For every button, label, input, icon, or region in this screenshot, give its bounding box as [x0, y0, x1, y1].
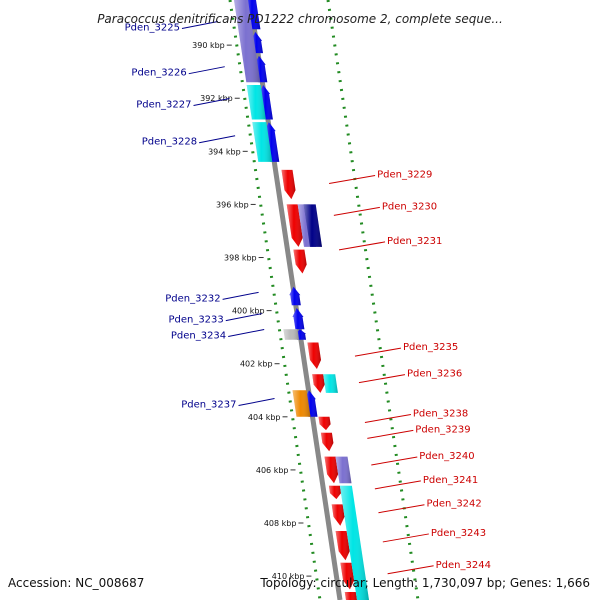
gene-label-leader: [238, 398, 275, 407]
gene-label[interactable]: Pden_3232: [165, 293, 220, 304]
kbp-tick-label: 404 kbp: [248, 413, 281, 422]
gc-track-left: [228, 0, 322, 600]
gene-label[interactable]: Pden_3229: [377, 170, 432, 181]
feature-shade-14: [281, 169, 296, 200]
feature-shade-18: [303, 204, 322, 247]
gene-label-leader: [188, 66, 225, 75]
gene-label[interactable]: Pden_3226: [131, 68, 186, 79]
feature-shade-21: [323, 374, 338, 393]
feature-shade-5: [234, 0, 261, 83]
gene-label[interactable]: Pden_3240: [419, 451, 474, 462]
gene-label-leader: [371, 456, 418, 466]
gene-label[interactable]: Pden_3230: [382, 201, 437, 212]
gene-label-leader: [367, 429, 414, 439]
gene-label-leader: [378, 504, 425, 514]
feature-shade-20: [312, 374, 325, 393]
feature-shade-26: [331, 504, 345, 526]
gene-label-leader: [222, 291, 259, 300]
feature-shade-25: [328, 485, 341, 500]
kbp-tick-label: 402 kbp: [240, 360, 273, 369]
feature-shade-19: [307, 342, 321, 369]
feature-shade-28: [340, 562, 355, 590]
gene-label-leader: [338, 241, 386, 251]
gene-label-leader: [333, 206, 380, 216]
gene-labels-group: Pden_3225 Pden_3226 Pden_3227 Pden_3228 Pden…: [125, 21, 491, 575]
kbp-tick-label: 392 kbp: [200, 94, 233, 103]
gene-label[interactable]: Pden_3243: [431, 528, 486, 539]
gene-label[interactable]: Pden_3236: [407, 369, 462, 380]
feature-shade-30: [335, 456, 352, 484]
gene-label[interactable]: Pden_3241: [423, 475, 478, 486]
gene-label[interactable]: Pden_3242: [426, 499, 481, 510]
kbp-tick-label: 396 kbp: [216, 200, 249, 209]
gene-label-leader: [225, 313, 262, 322]
gene-label[interactable]: Pden_3228: [142, 137, 197, 148]
feature-shade-9: [292, 308, 305, 330]
gene-label-leader: [181, 21, 219, 30]
gc-dot-tracks: [228, 0, 420, 600]
feature-shade-13: [292, 390, 311, 417]
gene-label[interactable]: Pden_3233: [168, 315, 223, 326]
map-title: Paracoccus denitrificans PD1222 chromoso…: [97, 12, 503, 26]
kbp-ticks-group: 390 kbp 392 kbp 394 kbp 396 kbp 398 kbp 400 k…: [192, 41, 312, 581]
gene-label[interactable]: Pden_3225: [125, 23, 180, 34]
feature-shade-15: [286, 204, 303, 247]
feature-shade-8: [289, 286, 301, 306]
accession-text: Accession: NC_008687: [8, 576, 144, 590]
kbp-tick-label: 398 kbp: [224, 254, 257, 263]
gc-track-right: [326, 0, 420, 600]
feature-shade-27: [335, 531, 350, 561]
gene-label-leader: [364, 413, 412, 423]
gene-label-leader: [228, 329, 265, 338]
gene-label-leader: [387, 565, 434, 575]
gene-label[interactable]: Pden_3227: [136, 100, 191, 111]
feature-shade-4: [264, 122, 280, 162]
feature-shade-24: [324, 456, 339, 484]
feature-shade-22: [318, 416, 331, 431]
feature-shade-7: [252, 122, 273, 162]
gene-label-leader: [199, 135, 236, 144]
gene-label-leader: [354, 347, 402, 357]
kbp-tick-label: 400 kbp: [232, 307, 265, 316]
feature-shade-31: [339, 485, 369, 600]
gene-label-leader: [193, 98, 230, 107]
feature-shade-23: [320, 432, 334, 452]
gene-label[interactable]: Pden_3237: [181, 400, 236, 411]
features-group: [234, 0, 369, 600]
gene-label[interactable]: Pden_3238: [413, 408, 468, 419]
kbp-tick-label: 394 kbp: [208, 147, 241, 156]
kbp-tick-label: 390 kbp: [192, 41, 225, 50]
gene-label-leader: [382, 533, 429, 543]
kbp-tick-label: 410 kbp: [272, 572, 305, 581]
gene-label-leader: [358, 374, 406, 384]
feature-shade-11: [283, 329, 299, 340]
gene-label[interactable]: Pden_3235: [403, 342, 458, 353]
feature-shade-6: [246, 85, 266, 120]
gene-label[interactable]: Pden_3234: [171, 331, 226, 342]
feature-shade-29: [344, 592, 357, 600]
gene-label[interactable]: Pden_3231: [387, 236, 442, 247]
feature-shade-16: [293, 249, 307, 274]
gene-label-leader: [328, 175, 376, 185]
gene-label[interactable]: Pden_3239: [415, 424, 470, 435]
topology-text: Topology: circular; Length: 1,730,097 bp…: [259, 576, 590, 590]
gene-label[interactable]: Pden_3244: [436, 560, 491, 571]
gene-label-leader: [374, 480, 421, 490]
kbp-tick-label: 408 kbp: [264, 519, 297, 528]
kbp-tick-label: 406 kbp: [256, 466, 289, 475]
feature-shade-3: [259, 85, 273, 120]
